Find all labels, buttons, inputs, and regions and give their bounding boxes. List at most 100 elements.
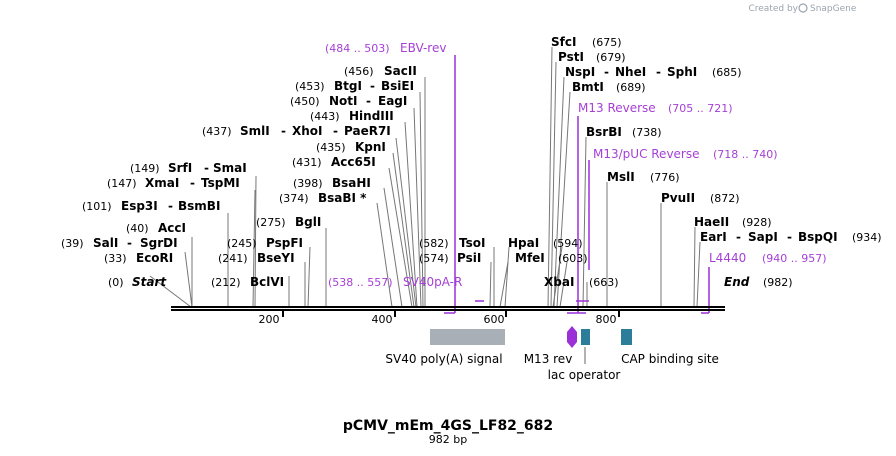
site-nspi[interactable]: NspI: [565, 65, 595, 79]
svg-text:-: -: [604, 65, 609, 79]
feature-label: SV40 poly(A) signal: [385, 352, 502, 366]
site-pos: (679): [596, 51, 626, 64]
site-bsiei[interactable]: BsiEI: [381, 79, 414, 93]
svg-text:-: -: [366, 94, 371, 108]
primer-m13-reverse[interactable]: M13 Reverse: [578, 101, 656, 115]
site-acc65i[interactable]: Acc65I: [331, 155, 376, 169]
site-haeii[interactable]: HaeII: [694, 215, 729, 229]
primer-sv40pa-r[interactable]: SV40pA-R: [403, 275, 462, 289]
site-pos: (374): [279, 192, 309, 205]
primer-range: (940 .. 957): [762, 252, 827, 265]
m13-rev-feature[interactable]: [567, 326, 577, 348]
site-sgrdi[interactable]: SgrDI: [140, 236, 178, 250]
primer-range: (705 .. 721): [668, 102, 733, 115]
site-pspfi[interactable]: PspFI: [266, 236, 303, 250]
site-sapi[interactable]: SapI: [748, 230, 778, 244]
site-paer7i[interactable]: PaeR7I: [344, 124, 391, 138]
site-pos: (101): [82, 200, 112, 213]
tick-label: 200: [259, 313, 280, 326]
feature-label: CAP binding site: [621, 352, 719, 366]
site-bsabi[interactable]: BsaBI *: [318, 191, 367, 205]
primer-m13-puc-reverse[interactable]: M13/pUC Reverse: [593, 147, 700, 161]
site-pos: (245): [227, 237, 257, 250]
site-sacii[interactable]: SacII: [384, 64, 417, 78]
svg-text:-: -: [190, 176, 195, 190]
site-psii[interactable]: PsiI: [457, 251, 481, 265]
primer-range: (538 .. 557): [328, 276, 393, 289]
site-pos: (603): [558, 252, 588, 265]
site-tspmi[interactable]: TspMI: [201, 176, 240, 190]
site-bspqi[interactable]: BspQI: [798, 230, 838, 244]
site-kpni[interactable]: KpnI: [355, 140, 386, 154]
site-pvuii[interactable]: PvuII: [661, 191, 695, 205]
primer-markers: [444, 55, 710, 314]
site-mfei[interactable]: MfeI: [515, 251, 545, 265]
site-pos: (431): [292, 156, 322, 169]
site-smai[interactable]: SmaI: [213, 161, 247, 175]
tick-label: 800: [596, 313, 617, 326]
ruler: 200 400 600 800: [259, 310, 620, 326]
site-pos: (456): [344, 65, 374, 78]
site-eagi[interactable]: EagI: [378, 94, 407, 108]
site-bmti[interactable]: BmtI: [572, 80, 604, 94]
feature-label: M13 rev: [524, 352, 573, 366]
site-bseyi[interactable]: BseYI: [257, 251, 295, 265]
site-psti[interactable]: PstI: [558, 50, 584, 64]
site-srfi[interactable]: SrfI: [168, 161, 192, 175]
site-pos: (40): [126, 222, 149, 235]
site-hpai[interactable]: HpaI: [508, 236, 539, 250]
cap-binding-site-feature[interactable]: [621, 329, 632, 345]
start-position: (0): [108, 276, 124, 289]
site-eari[interactable]: EarI: [700, 230, 727, 244]
lac-operator-feature[interactable]: [581, 329, 590, 345]
site-pos: (594): [553, 237, 583, 250]
site-bclvi[interactable]: BclVI: [250, 275, 284, 289]
site-sali[interactable]: SalI: [93, 236, 118, 250]
site-smli[interactable]: SmlI: [240, 124, 270, 138]
primer-ebv-rev[interactable]: EBV-rev: [400, 41, 446, 55]
site-bgli[interactable]: BglI: [295, 215, 321, 229]
site-xbai[interactable]: XbaI: [544, 275, 574, 289]
site-msli[interactable]: MslI: [607, 170, 635, 184]
site-esp3i[interactable]: Esp3I: [121, 199, 158, 213]
svg-text:-: -: [281, 124, 286, 138]
svg-text:-: -: [370, 79, 375, 93]
site-pos: (39): [61, 237, 84, 250]
site-acci[interactable]: AccI: [158, 221, 186, 235]
snapgene-credit: Created by SnapGene: [748, 3, 857, 14]
site-pos: (212): [211, 276, 241, 289]
tick-label: 600: [484, 313, 505, 326]
site-pos: (675): [592, 36, 622, 49]
site-pos: (147): [107, 177, 137, 190]
site-hindiii[interactable]: HindIII: [349, 109, 394, 123]
site-ecori[interactable]: EcoRI: [136, 251, 173, 265]
primer-l4440[interactable]: L4440: [709, 251, 746, 265]
site-sfci[interactable]: SfcI: [551, 35, 576, 49]
credit-text: Created by: [748, 4, 798, 14]
site-pos: (928): [742, 216, 772, 229]
site-pos: (453): [295, 80, 325, 93]
svg-text:-: -: [656, 65, 661, 79]
site-pos: (574): [419, 252, 449, 265]
site-pos: (275): [256, 216, 286, 229]
site-tsoi[interactable]: TsoI: [459, 236, 485, 250]
site-noti[interactable]: NotI: [329, 94, 358, 108]
end-label: End: [724, 275, 750, 289]
site-sphi[interactable]: SphI: [667, 65, 697, 79]
plasmid-length: 982 bp: [429, 433, 467, 446]
site-pos: (149): [130, 162, 160, 175]
site-bsahi[interactable]: BsaHI: [332, 176, 371, 190]
site-btgi[interactable]: BtgI: [334, 79, 362, 93]
site-nhei[interactable]: NheI: [615, 65, 646, 79]
site-pos: (582): [419, 237, 449, 250]
brand-text: SnapGene: [810, 4, 857, 14]
site-xmai[interactable]: XmaI: [145, 176, 179, 190]
start-label: Start: [132, 275, 167, 289]
sv40-polya-signal-feature[interactable]: [430, 329, 505, 345]
site-pos: (443): [310, 110, 340, 123]
site-bsrbi[interactable]: BsrBI: [586, 125, 622, 139]
feature-label: lac operator: [548, 368, 621, 382]
site-xhoi[interactable]: XhoI: [292, 124, 323, 138]
site-bsmbi[interactable]: BsmBI: [178, 199, 220, 213]
